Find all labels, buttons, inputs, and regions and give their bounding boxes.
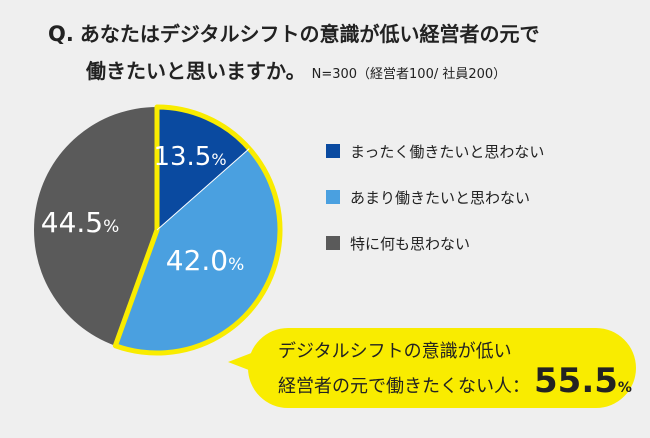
callout-unit: % [617,380,632,396]
slice-label-rather-no: 42.0% [166,244,245,277]
pie-slice-no-opinion [33,107,157,346]
question-line2: 働きたいと思いますか。 [86,59,306,83]
question-mark: Q. [48,22,74,46]
callout-tail [228,352,254,372]
callout-line2: 経営者の元で働きたくない人： [278,376,530,397]
slice-label-no-opinion: 44.5% [41,206,120,239]
legend: まったく働きたいと思わない あまり働きたいと思わない 特に何も思わない [326,140,544,278]
callout-value: 55.5 [534,361,618,401]
legend-label: まったく働きたいと思わない [350,142,545,161]
slice-separator [156,148,250,231]
slice-label-strongly-no: 13.5% [153,142,226,172]
highlight-outline [112,104,283,356]
question-line1: あなたはデジタルシフトの意識が低い経営者の元で [79,22,540,46]
question-title: Q. あなたはデジタルシフトの意識が低い経営者の元で 働きたいと思いますか。 N=3… [48,16,539,93]
sample-size: N=300（経営者100/ 社員200） [311,67,507,82]
legend-label: 特に何も思わない [350,234,471,253]
legend-swatch [326,190,340,204]
legend-swatch [326,144,340,158]
legend-swatch [326,236,340,250]
legend-item-rather-no: あまり働きたいと思わない [326,186,544,208]
callout-line1: デジタルシフトの意識が低い [278,341,512,362]
legend-item-no-opinion: 特に何も思わない [326,232,544,254]
summary-callout: デジタルシフトの意識が低い 経営者の元で働きたくない人： 55.5% [248,328,636,408]
pie-slice-strongly-no [157,107,250,230]
legend-label: あまり働きたいと思わない [350,188,531,207]
legend-item-strongly-no: まったく働きたいと思わない [326,140,544,162]
pie-slice-rather-no [115,148,280,353]
